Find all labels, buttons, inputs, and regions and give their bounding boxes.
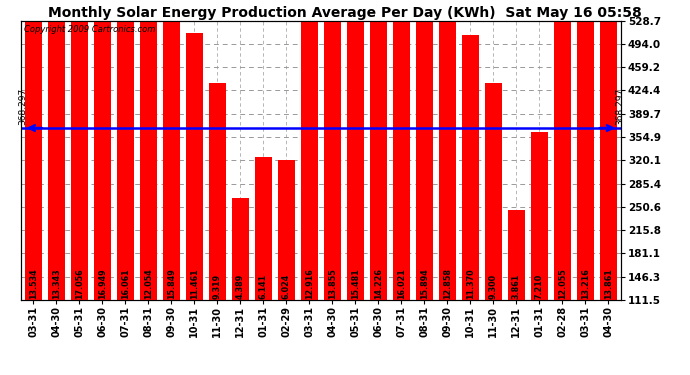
Text: 368.297: 368.297 bbox=[18, 87, 27, 125]
Text: 11.370: 11.370 bbox=[466, 268, 475, 298]
Text: 16.061: 16.061 bbox=[121, 268, 130, 298]
Text: 16.949: 16.949 bbox=[98, 268, 107, 298]
Text: 17.056: 17.056 bbox=[75, 268, 84, 298]
Text: 13.855: 13.855 bbox=[328, 268, 337, 298]
Bar bbox=[600, 0, 617, 300]
Text: 368.297: 368.297 bbox=[615, 87, 624, 125]
Bar bbox=[208, 83, 226, 300]
Bar bbox=[370, 0, 387, 300]
Text: 9.300: 9.300 bbox=[489, 273, 498, 298]
Bar bbox=[439, 0, 456, 300]
Text: 6.141: 6.141 bbox=[259, 273, 268, 298]
Bar bbox=[531, 132, 548, 300]
Text: 13.216: 13.216 bbox=[581, 268, 590, 298]
Bar bbox=[508, 210, 525, 300]
Text: 16.021: 16.021 bbox=[397, 268, 406, 298]
Text: 13.861: 13.861 bbox=[604, 268, 613, 298]
Text: 12.054: 12.054 bbox=[144, 268, 153, 298]
Text: 12.916: 12.916 bbox=[305, 268, 314, 298]
Text: 15.849: 15.849 bbox=[167, 268, 176, 298]
Bar bbox=[577, 0, 594, 300]
Text: Copyright 2009 Cartronics.com: Copyright 2009 Cartronics.com bbox=[23, 25, 155, 34]
Text: 9.319: 9.319 bbox=[213, 273, 222, 298]
Bar bbox=[393, 0, 410, 300]
Bar bbox=[25, 0, 42, 300]
Text: 3.861: 3.861 bbox=[512, 273, 521, 298]
Text: 12.055: 12.055 bbox=[558, 268, 567, 298]
Text: Monthly Solar Energy Production Average Per Day (KWh)  Sat May 16 05:58: Monthly Solar Energy Production Average … bbox=[48, 6, 642, 20]
Bar bbox=[139, 19, 157, 300]
Text: 12.858: 12.858 bbox=[443, 268, 452, 298]
Text: 13.343: 13.343 bbox=[52, 268, 61, 298]
Text: 13.534: 13.534 bbox=[29, 268, 38, 298]
Bar bbox=[70, 0, 88, 300]
Bar bbox=[94, 0, 111, 300]
Bar bbox=[277, 160, 295, 300]
Bar bbox=[324, 0, 341, 300]
Text: 14.226: 14.226 bbox=[374, 268, 383, 298]
Bar bbox=[462, 35, 479, 300]
Bar bbox=[186, 33, 203, 300]
Text: 15.481: 15.481 bbox=[351, 268, 360, 298]
Text: 6.024: 6.024 bbox=[282, 273, 291, 298]
Bar bbox=[415, 0, 433, 300]
Bar bbox=[163, 0, 180, 300]
Bar bbox=[232, 198, 249, 300]
Bar bbox=[553, 19, 571, 300]
Text: 15.894: 15.894 bbox=[420, 268, 429, 298]
Bar bbox=[255, 157, 272, 300]
Bar bbox=[301, 0, 318, 300]
Bar bbox=[117, 0, 134, 300]
Bar bbox=[48, 0, 65, 300]
Text: 7.210: 7.210 bbox=[535, 273, 544, 298]
Bar bbox=[484, 83, 502, 300]
Text: 4.389: 4.389 bbox=[236, 273, 245, 298]
Text: 11.461: 11.461 bbox=[190, 268, 199, 298]
Bar bbox=[346, 0, 364, 300]
